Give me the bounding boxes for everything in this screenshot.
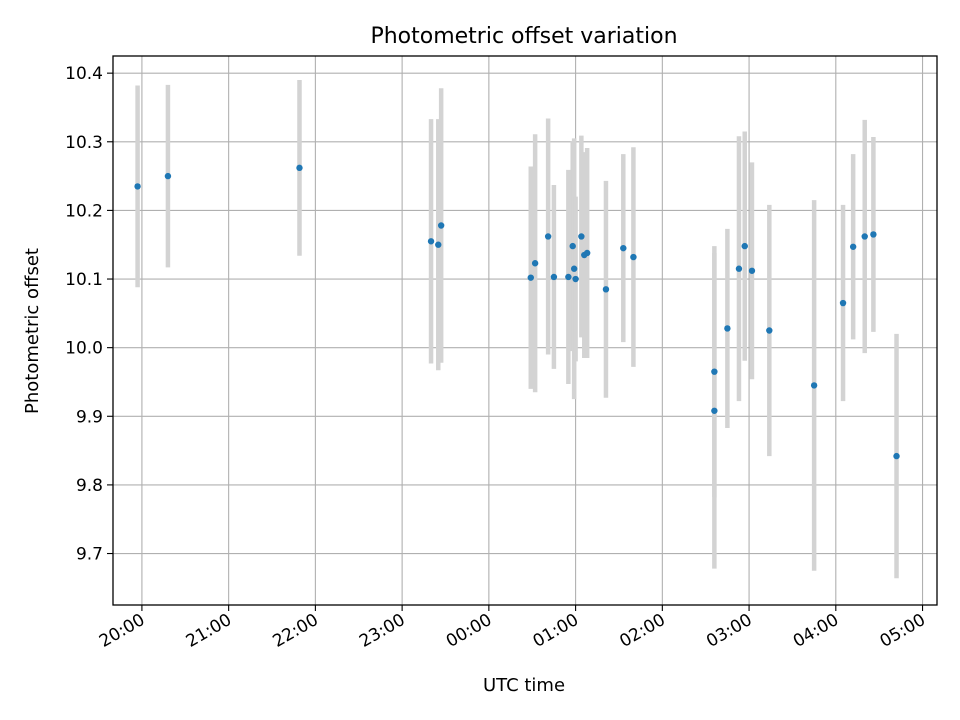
data-point	[711, 368, 718, 375]
y-tick-label: 10.4	[65, 64, 103, 84]
data-point	[620, 244, 627, 252]
data-point	[861, 233, 868, 240]
chart-title: Photometric offset variation	[370, 24, 677, 49]
data-point	[870, 231, 877, 238]
data-point	[570, 265, 578, 272]
x-axis-label: UTC time	[483, 675, 565, 696]
data-point	[550, 273, 558, 281]
data-point	[849, 243, 857, 250]
plot-frame	[112, 55, 938, 606]
grid	[113, 56, 937, 605]
data-point	[435, 241, 442, 248]
y-tick-label: 10.0	[65, 339, 103, 359]
y-tick-label: 9.7	[76, 545, 103, 565]
data-point	[741, 242, 748, 250]
y-axis-ticks: 9.7 9.8 9.9 10.0 10.1 10.2 10.3 10.4	[65, 64, 113, 565]
data-point	[711, 407, 718, 414]
data-point	[296, 164, 303, 172]
data-point	[766, 327, 773, 334]
data-point	[583, 249, 591, 257]
data-point	[531, 260, 539, 267]
y-tick-label: 10.3	[65, 133, 103, 153]
data-point	[134, 183, 141, 190]
data-points	[134, 164, 900, 460]
data-point	[748, 267, 756, 274]
data-point	[724, 325, 731, 332]
data-point	[565, 273, 572, 281]
y-tick-label: 10.1	[65, 270, 103, 290]
data-point	[735, 265, 743, 272]
y-tick-label: 9.9	[76, 407, 103, 427]
y-tick-label: 9.8	[76, 476, 103, 496]
data-point	[602, 286, 610, 293]
y-tick-label: 10.2	[65, 201, 103, 221]
data-point	[544, 233, 552, 240]
y-axis-label: Photometric offset	[22, 248, 43, 414]
data-point	[572, 275, 579, 283]
data-point	[630, 253, 637, 261]
data-point	[427, 238, 435, 245]
data-point	[893, 452, 900, 460]
data-point	[164, 172, 172, 180]
data-point	[569, 242, 576, 250]
data-point	[810, 382, 818, 389]
data-point	[839, 299, 847, 307]
data-point	[527, 274, 534, 281]
data-point	[578, 233, 585, 240]
data-point	[437, 222, 445, 229]
